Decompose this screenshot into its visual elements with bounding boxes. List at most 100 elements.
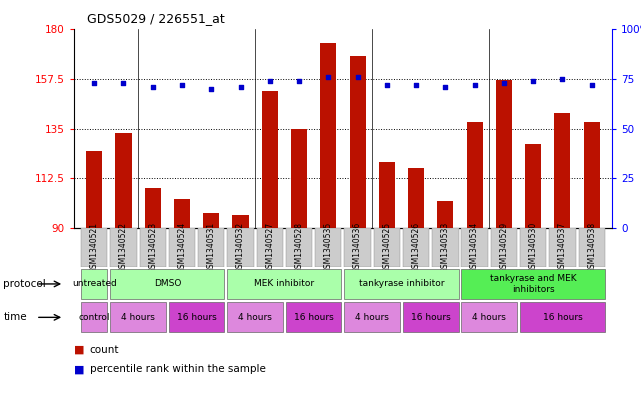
Text: GSM1340533: GSM1340533 bbox=[441, 222, 450, 273]
Text: count: count bbox=[90, 345, 119, 355]
Text: 4 hours: 4 hours bbox=[121, 313, 155, 322]
Point bbox=[587, 82, 597, 88]
Bar bbox=[467, 122, 483, 228]
Bar bbox=[379, 162, 395, 228]
Text: ■: ■ bbox=[74, 364, 84, 375]
Bar bbox=[81, 228, 107, 267]
Text: GSM1340535: GSM1340535 bbox=[324, 222, 333, 273]
Text: GSM1340524: GSM1340524 bbox=[178, 222, 187, 273]
Bar bbox=[81, 269, 107, 299]
Bar bbox=[115, 133, 131, 228]
Point bbox=[119, 80, 129, 86]
Text: untreated: untreated bbox=[72, 279, 117, 288]
Bar bbox=[520, 302, 605, 332]
Text: tankyrase and MEK
inhibitors: tankyrase and MEK inhibitors bbox=[490, 274, 576, 294]
Point bbox=[147, 84, 158, 90]
Text: GSM1340522: GSM1340522 bbox=[119, 222, 128, 273]
Text: 16 hours: 16 hours bbox=[542, 313, 582, 322]
Bar bbox=[520, 228, 546, 267]
Bar bbox=[198, 228, 224, 267]
Point bbox=[440, 84, 451, 90]
Text: GSM1340523: GSM1340523 bbox=[148, 222, 157, 273]
Bar bbox=[86, 151, 103, 228]
Bar bbox=[286, 228, 312, 267]
Bar bbox=[145, 188, 161, 228]
Bar bbox=[169, 228, 195, 267]
Bar bbox=[525, 144, 541, 228]
Text: percentile rank within the sample: percentile rank within the sample bbox=[90, 364, 265, 375]
Bar bbox=[579, 228, 605, 267]
Bar bbox=[315, 228, 342, 267]
Bar bbox=[140, 228, 166, 267]
Bar bbox=[344, 302, 400, 332]
Bar bbox=[462, 228, 488, 267]
Point bbox=[206, 86, 217, 92]
Text: GSM1340534: GSM1340534 bbox=[470, 222, 479, 273]
Point bbox=[265, 78, 275, 84]
Point bbox=[469, 82, 479, 88]
Bar bbox=[174, 199, 190, 228]
Text: MEK inhibitor: MEK inhibitor bbox=[254, 279, 315, 288]
Point bbox=[528, 78, 538, 84]
Text: GSM1340531: GSM1340531 bbox=[207, 222, 216, 273]
Bar bbox=[228, 228, 254, 267]
Bar bbox=[233, 215, 249, 228]
Bar bbox=[262, 91, 278, 228]
Bar bbox=[203, 213, 219, 228]
Bar bbox=[432, 228, 458, 267]
Point bbox=[411, 82, 421, 88]
Text: GSM1340528: GSM1340528 bbox=[295, 222, 304, 273]
Point bbox=[557, 76, 567, 82]
Bar bbox=[374, 228, 400, 267]
Bar bbox=[256, 228, 283, 267]
Bar bbox=[291, 129, 307, 228]
Bar bbox=[344, 228, 370, 267]
Text: 16 hours: 16 hours bbox=[411, 313, 451, 322]
Text: ■: ■ bbox=[74, 345, 84, 355]
Bar bbox=[169, 302, 224, 332]
Text: 4 hours: 4 hours bbox=[355, 313, 389, 322]
Point bbox=[353, 74, 363, 80]
Point bbox=[499, 80, 509, 86]
Text: GSM1340529: GSM1340529 bbox=[499, 222, 508, 273]
Text: 16 hours: 16 hours bbox=[294, 313, 333, 322]
Bar bbox=[228, 269, 342, 299]
Bar bbox=[228, 302, 283, 332]
Point bbox=[294, 78, 304, 84]
Text: 4 hours: 4 hours bbox=[238, 313, 272, 322]
Text: control: control bbox=[78, 313, 110, 322]
Text: GSM1340537: GSM1340537 bbox=[558, 222, 567, 273]
Bar bbox=[110, 302, 166, 332]
Bar bbox=[81, 302, 107, 332]
Bar bbox=[344, 269, 458, 299]
Text: tankyrase inhibitor: tankyrase inhibitor bbox=[359, 279, 444, 288]
Bar bbox=[554, 113, 570, 228]
Text: GSM1340532: GSM1340532 bbox=[236, 222, 245, 273]
Text: protocol: protocol bbox=[3, 279, 46, 289]
Bar bbox=[583, 122, 600, 228]
Text: GSM1340527: GSM1340527 bbox=[265, 222, 274, 273]
Bar bbox=[110, 269, 224, 299]
Bar bbox=[403, 302, 458, 332]
Text: GSM1340526: GSM1340526 bbox=[412, 222, 420, 273]
Text: DMSO: DMSO bbox=[154, 279, 181, 288]
Bar bbox=[408, 168, 424, 228]
Text: GSM1340538: GSM1340538 bbox=[587, 222, 596, 273]
Point bbox=[177, 82, 187, 88]
Text: GSM1340525: GSM1340525 bbox=[382, 222, 391, 273]
Bar bbox=[110, 228, 137, 267]
Bar bbox=[403, 228, 429, 267]
Bar bbox=[462, 269, 605, 299]
Point bbox=[381, 82, 392, 88]
Bar bbox=[491, 228, 517, 267]
Text: GDS5029 / 226551_at: GDS5029 / 226551_at bbox=[87, 12, 224, 25]
Point bbox=[89, 80, 99, 86]
Text: GSM1340536: GSM1340536 bbox=[353, 222, 362, 273]
Bar bbox=[496, 80, 512, 228]
Bar bbox=[549, 228, 576, 267]
Text: 4 hours: 4 hours bbox=[472, 313, 506, 322]
Bar bbox=[437, 202, 453, 228]
Bar bbox=[349, 56, 365, 228]
Point bbox=[323, 74, 333, 80]
Bar bbox=[462, 302, 517, 332]
